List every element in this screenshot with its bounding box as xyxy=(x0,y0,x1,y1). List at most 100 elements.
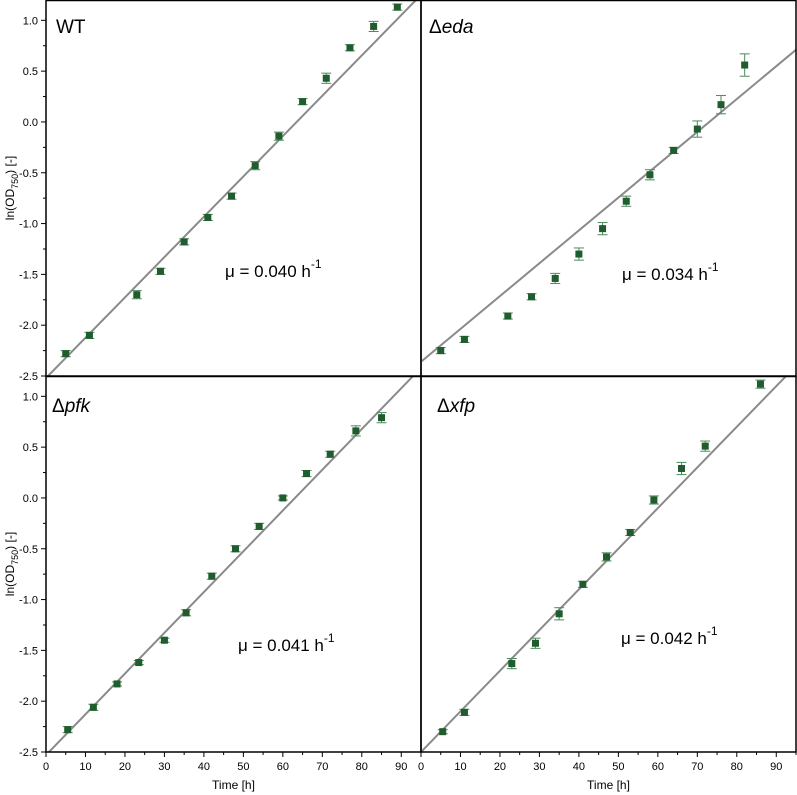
y-tick-label: -1.0 xyxy=(19,595,38,607)
panel-top-right: Δeda μ = 0.034 h-1 xyxy=(420,0,797,377)
data-point-11 xyxy=(321,72,332,84)
data-marker xyxy=(370,22,378,30)
y-axis-label: ln(OD750) [-] xyxy=(3,532,20,596)
data-marker xyxy=(693,125,701,133)
fit-line xyxy=(46,0,418,376)
data-marker xyxy=(85,331,93,339)
data-marker xyxy=(322,74,330,82)
data-marker xyxy=(531,639,539,647)
y-tick-label: 0.0 xyxy=(23,117,38,129)
data-point-12 xyxy=(325,450,336,458)
fit-line xyxy=(421,49,796,363)
y-tick-label: 0.0 xyxy=(23,493,38,505)
data-marker xyxy=(551,274,559,282)
data-marker xyxy=(460,335,468,343)
x-tick-label: 80 xyxy=(731,761,743,773)
x-tick-label: 10 xyxy=(454,761,466,773)
x-tick-label: 70 xyxy=(316,761,328,773)
y-tick-label: -2.5 xyxy=(19,747,38,759)
data-marker xyxy=(504,312,512,320)
x-tick-label: 80 xyxy=(356,761,368,773)
y-tick-label: -2.0 xyxy=(19,696,38,708)
data-marker xyxy=(678,464,686,472)
data-marker xyxy=(231,545,239,553)
x-tick-label: 30 xyxy=(533,761,545,773)
x-tick-label: 60 xyxy=(652,761,664,773)
data-point-14 xyxy=(392,3,403,11)
data-point-3 xyxy=(502,312,513,320)
data-point-13 xyxy=(368,20,379,33)
x-tick-label: 30 xyxy=(158,761,170,773)
data-marker xyxy=(89,703,97,711)
data-marker xyxy=(303,470,311,478)
data-marker xyxy=(717,101,725,109)
panel-title: Δeda xyxy=(429,17,473,38)
data-marker xyxy=(326,450,334,458)
data-point-5 xyxy=(550,272,561,285)
y-tick-label: -2.5 xyxy=(19,371,38,383)
data-point-1 xyxy=(437,728,448,736)
x-tick-label: 90 xyxy=(395,761,407,773)
data-marker xyxy=(555,610,563,618)
data-point-4 xyxy=(530,637,541,649)
panel-title: Δxfp xyxy=(437,396,475,417)
data-point-8 xyxy=(230,545,241,553)
x-tick-label: 70 xyxy=(691,761,703,773)
data-marker xyxy=(133,291,141,299)
panel-bottom-right: 0 10 20 30 40 50 60 70 80 90 Time [h] Δxfp μ = 0.042… xyxy=(418,375,797,792)
panels: -2.5 -2.0 -1.5 -1.0 -0.5 0.0 0.5 1.0 ln(OD750) [… xyxy=(3,0,797,792)
growth-rate-annotation: μ = 0.034 h-1 xyxy=(622,260,719,284)
data-point-2 xyxy=(88,703,99,711)
data-marker xyxy=(460,708,468,716)
data-marker xyxy=(646,171,654,179)
data-marker xyxy=(579,580,587,588)
data-point-7 xyxy=(597,222,608,236)
data-point-10 xyxy=(297,98,308,106)
x-tick-label: 0 xyxy=(418,761,424,773)
data-marker xyxy=(204,213,212,221)
x-axis-label: Time [h] xyxy=(212,778,255,792)
data-marker xyxy=(279,494,287,502)
data-marker xyxy=(113,680,121,688)
data-point-6 xyxy=(181,609,192,617)
data-point-8 xyxy=(625,528,636,537)
data-marker xyxy=(160,636,168,644)
data-marker xyxy=(135,659,143,667)
data-point-11 xyxy=(692,120,703,138)
growth-rate-annotation: μ = 0.042 h-1 xyxy=(621,624,718,648)
y-tick-label: -1.0 xyxy=(19,219,38,231)
data-point-2 xyxy=(84,331,95,339)
data-point-5 xyxy=(159,636,170,644)
data-point-9 xyxy=(648,495,659,505)
data-marker xyxy=(741,61,749,69)
panel-title: WT xyxy=(56,17,86,38)
y-tick-label: 0.5 xyxy=(23,442,38,454)
data-marker xyxy=(626,528,634,536)
fit-line xyxy=(47,376,415,752)
data-point-7 xyxy=(226,192,237,200)
y-tick-label: 1.0 xyxy=(23,391,38,403)
data-marker xyxy=(575,250,583,258)
data-point-6 xyxy=(577,580,588,588)
data-point-12 xyxy=(755,379,766,389)
data-point-13 xyxy=(739,53,750,77)
panel-frame xyxy=(420,375,797,753)
data-point-9 xyxy=(644,169,655,181)
x-tick-label: 40 xyxy=(198,761,210,773)
panel-top-left: -2.5 -2.0 -1.5 -1.0 -0.5 0.0 0.5 1.0 ln(OD750) [… xyxy=(3,0,422,383)
data-marker xyxy=(208,572,216,580)
data-point-5 xyxy=(179,238,190,246)
data-point-1 xyxy=(62,726,73,734)
growth-rate-annotation: μ = 0.041 h-1 xyxy=(238,631,335,655)
data-marker xyxy=(599,225,607,233)
x-tick-label: 50 xyxy=(237,761,249,773)
panel-bottom-left: -2.5 -2.0 -1.5 -1.0 -0.5 0.0 0.5 1.0 0 10 20 30 40 50… xyxy=(3,375,422,792)
data-point-14 xyxy=(376,412,387,424)
data-point-9 xyxy=(254,522,265,530)
x-tick-label: 40 xyxy=(573,761,585,773)
data-marker xyxy=(180,238,188,246)
data-point-6 xyxy=(202,213,213,222)
data-marker xyxy=(182,609,190,617)
data-marker xyxy=(378,414,386,422)
